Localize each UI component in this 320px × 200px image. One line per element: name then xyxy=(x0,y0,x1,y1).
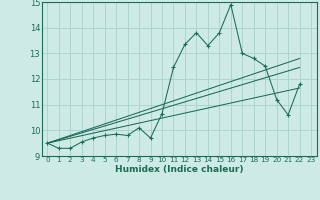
X-axis label: Humidex (Indice chaleur): Humidex (Indice chaleur) xyxy=(115,165,244,174)
